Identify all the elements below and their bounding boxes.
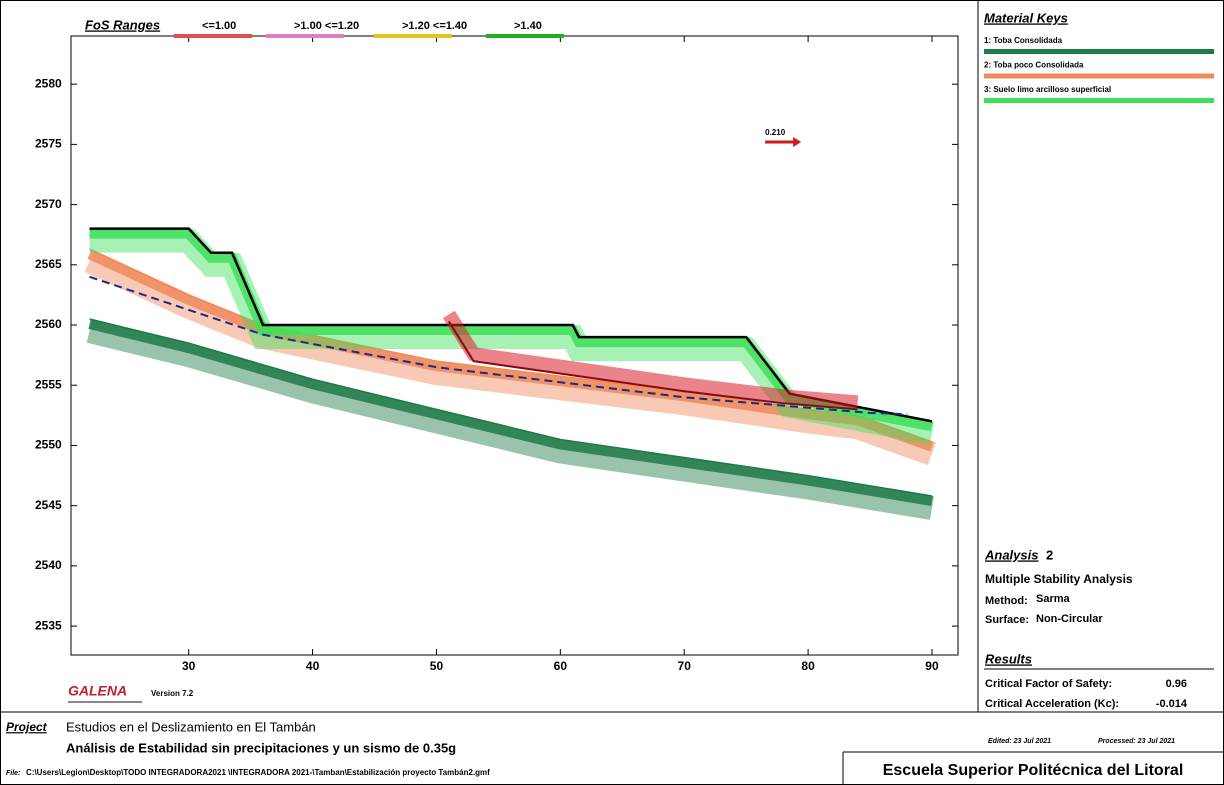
material-key-swatch: [984, 98, 1214, 103]
seismic-label: 0.210: [765, 128, 786, 137]
y-tick-label: 2575: [35, 137, 62, 151]
x-tick-label: 50: [430, 659, 444, 673]
file-label: File:: [6, 770, 20, 777]
y-tick-label: 2565: [35, 257, 62, 271]
project-label: Project: [6, 720, 48, 734]
analysis-title: Analysis: [984, 547, 1038, 562]
kc-label: Critical Acceleration (Kc):: [985, 698, 1119, 710]
surface: Non-Circular: [1036, 613, 1103, 625]
x-tick-label: 40: [306, 659, 320, 673]
fos-range-swatch: [174, 34, 252, 38]
brand-version: Version 7.2: [151, 689, 194, 698]
fos-range-label: <=1.00: [202, 20, 236, 32]
material-keys-title: Material Keys: [984, 10, 1068, 25]
results-title: Results: [985, 651, 1032, 666]
fos-range-label: >1.00 <=1.20: [294, 20, 359, 32]
method: Sarma: [1036, 593, 1071, 605]
seismic-arrowhead: [793, 137, 801, 147]
file-path: C:\Users\Legion\Desktop\TODO INTEGRADORA…: [26, 768, 490, 777]
method-label: Method:: [985, 595, 1028, 607]
analysis-number: 2: [1046, 547, 1053, 562]
x-tick-label: 80: [801, 659, 815, 673]
fos-range-label: >1.40: [514, 20, 542, 32]
fos-range-swatch: [374, 34, 452, 38]
y-tick-label: 2535: [35, 618, 62, 632]
edited-date: Edited: 23 Jul 2021: [988, 738, 1051, 745]
project-line1: Estudios en el Deslizamiento en El Tambá…: [66, 719, 316, 734]
fos-range-swatch: [486, 34, 564, 38]
y-tick-label: 2550: [35, 438, 62, 452]
fos-label: Critical Factor of Safety:: [985, 678, 1112, 690]
fos-title: FoS Ranges: [85, 17, 160, 32]
galena-report: FoS Ranges Material Keys Analysis 2 Mult…: [0, 0, 1224, 785]
brand-name: GALENA: [68, 683, 127, 699]
analysis-type: Multiple Stability Analysis: [985, 572, 1133, 586]
project-line2: Análisis de Estabilidad sin precipitacio…: [66, 740, 456, 755]
material-key-label: 3: Suelo limo arcilloso superficial: [984, 85, 1111, 94]
kc-value: -0.014: [1156, 698, 1188, 710]
surface-label: Surface:: [985, 614, 1029, 626]
processed-date: Processed: 23 Jul 2021: [1098, 738, 1175, 745]
material-key-swatch: [984, 74, 1214, 79]
y-tick-label: 2580: [35, 76, 62, 90]
y-tick-label: 2540: [35, 558, 62, 572]
x-tick-label: 60: [554, 659, 568, 673]
material-key-label: 2: Toba poco Consolidada: [984, 61, 1084, 70]
x-tick-label: 30: [182, 659, 196, 673]
y-tick-label: 2560: [35, 317, 62, 331]
plot: [90, 229, 932, 508]
fos-range-swatch: [266, 34, 344, 38]
institution: Escuela Superior Politécnica del Litoral: [883, 762, 1184, 779]
y-tick-label: 2555: [35, 377, 62, 391]
y-tick-label: 2570: [35, 197, 62, 211]
x-tick-label: 90: [925, 659, 939, 673]
fos-value: 0.96: [1166, 678, 1187, 690]
y-tick-label: 2545: [35, 498, 62, 512]
material-key-label: 1: Toba Consolidada: [984, 36, 1063, 45]
x-tick-label: 70: [678, 659, 692, 673]
fos-range-label: >1.20 <=1.40: [402, 20, 467, 32]
material-key-swatch: [984, 49, 1214, 54]
